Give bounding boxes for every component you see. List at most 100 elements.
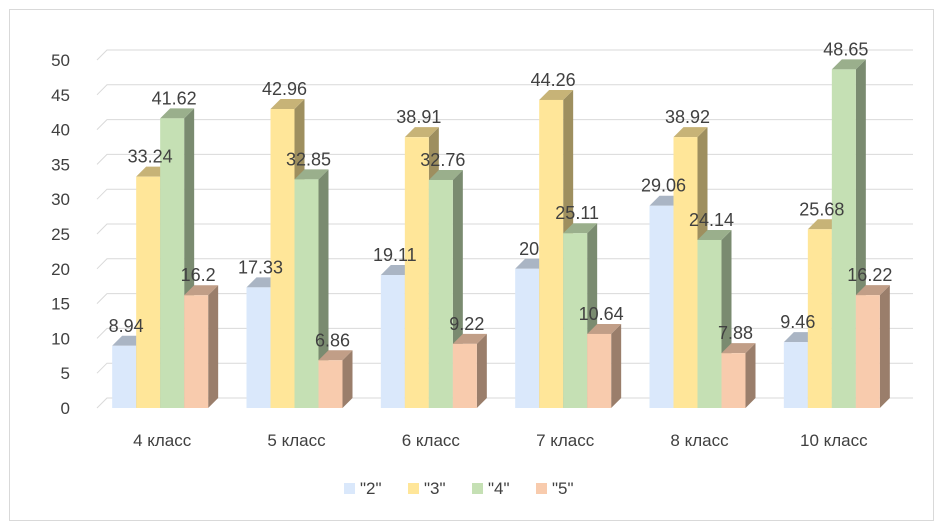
bar-top — [673, 127, 708, 138]
bar-front — [721, 353, 746, 408]
data-label: 7.88 — [718, 323, 753, 343]
bar-top — [697, 229, 732, 240]
y-tick-label: 40 — [51, 121, 70, 140]
bar-top — [160, 108, 195, 119]
bar — [452, 333, 487, 408]
data-label: 9.46 — [780, 312, 815, 332]
bar — [318, 350, 353, 408]
data-label: 25.68 — [799, 199, 844, 219]
bar-side — [318, 169, 329, 408]
bar — [294, 169, 329, 408]
data-labels: 8.94 33.24 41.62 16.2 17.33 42.96 32.85 6.86 19.… — [109, 39, 893, 350]
bar-front — [697, 239, 722, 408]
bar-side — [879, 285, 890, 408]
bar-top — [563, 223, 598, 234]
bar-top — [270, 98, 305, 109]
bar-front — [855, 295, 880, 408]
bar — [184, 285, 219, 408]
bar-top — [294, 169, 329, 180]
y-tick-label: 25 — [51, 225, 70, 244]
data-label: 38.92 — [665, 107, 710, 127]
gridline — [96, 223, 913, 235]
gridline — [96, 188, 913, 200]
data-label: 25.11 — [555, 203, 599, 223]
bar-side — [208, 285, 219, 408]
bar — [428, 169, 463, 408]
bar-front — [783, 342, 808, 408]
bar-front — [270, 108, 295, 408]
data-label: 42.96 — [262, 79, 307, 99]
bar-top — [452, 333, 487, 344]
data-label: 8.94 — [109, 316, 144, 336]
bar — [160, 108, 195, 408]
legend: "2" "3" "4" "5" — [344, 479, 574, 498]
legend-swatch — [408, 483, 419, 494]
bar-front — [246, 287, 271, 408]
y-axis-ticks: 0 5 10 15 20 25 30 35 40 45 50 — [51, 51, 70, 418]
bar — [587, 323, 622, 408]
bars — [112, 59, 890, 409]
legend-label: "4" — [488, 479, 510, 498]
data-label: 48.65 — [823, 39, 868, 59]
bar-front — [649, 205, 674, 408]
bar-top — [184, 285, 219, 296]
data-label: 16.2 — [181, 265, 216, 285]
data-label: 29.06 — [641, 176, 686, 196]
bar-front — [318, 360, 343, 408]
x-category-label: 10 класс — [800, 431, 868, 450]
bar-side — [611, 323, 622, 408]
gridline — [96, 153, 913, 165]
bar-front — [515, 268, 540, 408]
bar — [855, 285, 890, 408]
legend-item: "2" — [344, 479, 382, 498]
bar-front — [136, 176, 161, 408]
y-tick-label: 0 — [61, 399, 70, 418]
bar-front — [831, 69, 856, 409]
bar-side — [476, 333, 487, 408]
legend-label: "3" — [424, 479, 446, 498]
x-category-label: 6 класс — [402, 431, 461, 450]
y-tick-label: 5 — [61, 364, 70, 383]
y-tick-label: 35 — [51, 155, 70, 174]
bar-top — [428, 169, 463, 180]
data-label: 41.62 — [152, 88, 197, 108]
bar-front — [428, 179, 453, 408]
bar-top — [587, 323, 622, 334]
data-label: 17.33 — [238, 257, 283, 277]
data-label: 32.85 — [286, 149, 331, 169]
data-label: 16.22 — [847, 265, 892, 285]
data-label: 24.14 — [689, 210, 734, 230]
y-tick-label: 50 — [51, 51, 70, 70]
x-category-label: 5 класс — [267, 431, 326, 450]
legend-swatch — [472, 483, 483, 494]
data-label: 44.26 — [531, 70, 576, 90]
gridline — [96, 84, 913, 96]
data-label: 19.11 — [373, 245, 417, 265]
data-label: 33.24 — [128, 147, 173, 167]
bar-top — [831, 59, 866, 70]
y-tick-label: 15 — [51, 295, 70, 314]
x-category-label: 7 класс — [536, 431, 595, 450]
gridline — [96, 258, 913, 270]
bar-front — [404, 137, 429, 408]
y-tick-label: 20 — [51, 260, 70, 279]
x-axis-categories: 4 класс 5 класс 6 класс 7 класс 8 класс 10 кл… — [133, 431, 868, 450]
bar-front — [184, 295, 209, 408]
data-label: 20 — [519, 239, 539, 259]
data-label: 6.86 — [315, 330, 350, 350]
y-tick-label: 45 — [51, 86, 70, 105]
bar-side — [745, 343, 756, 408]
bar-front — [380, 274, 405, 408]
bar-front — [673, 137, 698, 408]
bar-front — [452, 343, 477, 408]
bar-top — [404, 127, 439, 138]
data-label: 32.76 — [420, 150, 465, 170]
legend-label: "2" — [360, 479, 382, 498]
bar-top — [318, 350, 353, 361]
legend-item: "5" — [536, 479, 574, 498]
bar-top — [855, 285, 890, 296]
data-label: 38.91 — [396, 107, 441, 127]
bar-front — [807, 229, 832, 408]
y-tick-label: 30 — [51, 190, 70, 209]
